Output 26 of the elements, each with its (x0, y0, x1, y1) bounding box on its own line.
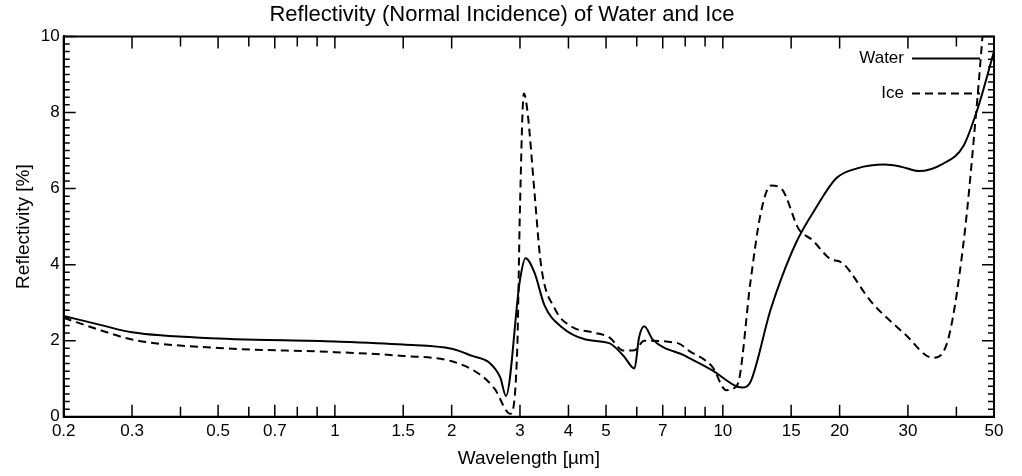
y-tick-label: 2 (50, 330, 60, 350)
x-tick-label: 2 (446, 420, 457, 440)
x-tick-label: 50 (984, 420, 1004, 440)
y-tick-label: 10 (40, 26, 60, 46)
y-tick-label: 8 (50, 102, 60, 122)
x-tick-label: 3 (515, 420, 525, 440)
chart-title: Reflectivity (Normal Incidence) of Water and Ice (269, 1, 735, 27)
x-tick-label: 5 (601, 420, 611, 440)
x-tick-label: 7 (658, 420, 668, 440)
x-axis-title: Wavelength [µm] (457, 446, 600, 468)
x-tick-label: 30 (898, 420, 918, 440)
x-tick-label: 0.3 (120, 420, 144, 440)
y-tick-label: 6 (50, 178, 60, 198)
x-tick-label: 0.5 (206, 420, 230, 440)
legend-label: Ice (881, 83, 904, 103)
y-tick-label: 4 (50, 254, 60, 274)
legend-label: Water (859, 48, 905, 68)
x-tick-label: 0.7 (262, 420, 287, 440)
x-tick-label: 20 (830, 420, 850, 440)
x-tick-label: 10 (713, 420, 733, 440)
x-tick-label: 15 (781, 420, 801, 440)
x-tick-label: 4 (563, 420, 574, 440)
x-tick-label: 0.2 (51, 420, 76, 440)
x-tick-label: 1.5 (391, 420, 416, 440)
y-axis-title: Reflectivity [%] (11, 164, 33, 289)
x-tick-label: 1 (330, 420, 340, 440)
